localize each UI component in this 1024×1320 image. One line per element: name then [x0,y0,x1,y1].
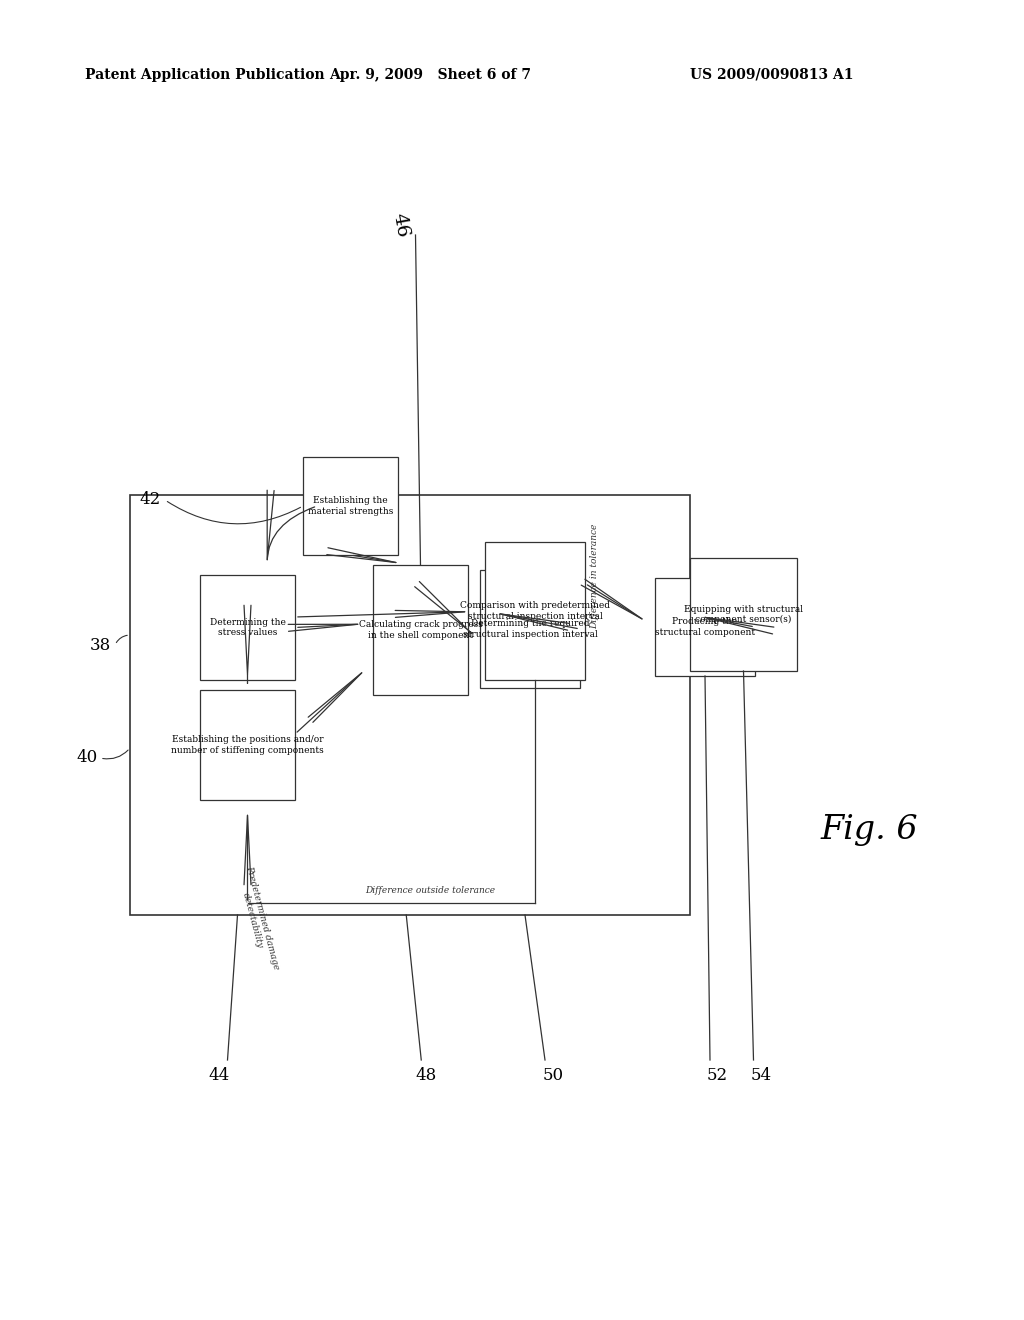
Text: 40: 40 [77,750,97,767]
Text: 38: 38 [89,636,111,653]
Text: Difference in tolerance: Difference in tolerance [590,524,599,630]
Text: Apr. 9, 2009   Sheet 6 of 7: Apr. 9, 2009 Sheet 6 of 7 [329,69,531,82]
Text: Comparison with predetermined
structural inspection interval: Comparison with predetermined structural… [460,602,610,620]
Text: Determining the required
structural inspection interval: Determining the required structural insp… [463,619,597,639]
Text: 54: 54 [751,1067,772,1084]
Text: 42: 42 [139,491,161,508]
Text: Difference outside tolerance: Difference outside tolerance [365,886,495,895]
Text: Calculating crack progress
in the shell component: Calculating crack progress in the shell … [358,620,482,640]
Bar [655,578,755,676]
Bar [373,565,468,696]
Bar [480,570,580,688]
Bar [303,457,398,554]
Text: 44: 44 [209,1067,230,1084]
Text: Determining the
stress values: Determining the stress values [210,618,286,638]
Text: Producing the
structural component: Producing the structural component [655,618,755,636]
Bar [690,558,797,671]
Text: Establishing the positions and/or
number of stiffening components: Establishing the positions and/or number… [171,735,324,755]
Text: 48: 48 [416,1067,437,1084]
Bar [200,690,295,800]
Text: Predetermined damage
detectability: Predetermined damage detectability [234,865,281,974]
Bar [200,576,295,680]
Bar [485,543,585,680]
Bar [130,495,690,915]
Text: 46: 46 [389,211,412,239]
Text: Equipping with structural
component sensor(s): Equipping with structural component sens… [684,605,803,624]
Text: US 2009/0090813 A1: US 2009/0090813 A1 [690,69,853,82]
Text: Fig. 6: Fig. 6 [820,814,918,846]
Text: 52: 52 [707,1067,728,1084]
Text: Establishing the
material strengths: Establishing the material strengths [308,496,393,516]
Text: Patent Application Publication: Patent Application Publication [85,69,325,82]
Text: 50: 50 [543,1067,563,1084]
